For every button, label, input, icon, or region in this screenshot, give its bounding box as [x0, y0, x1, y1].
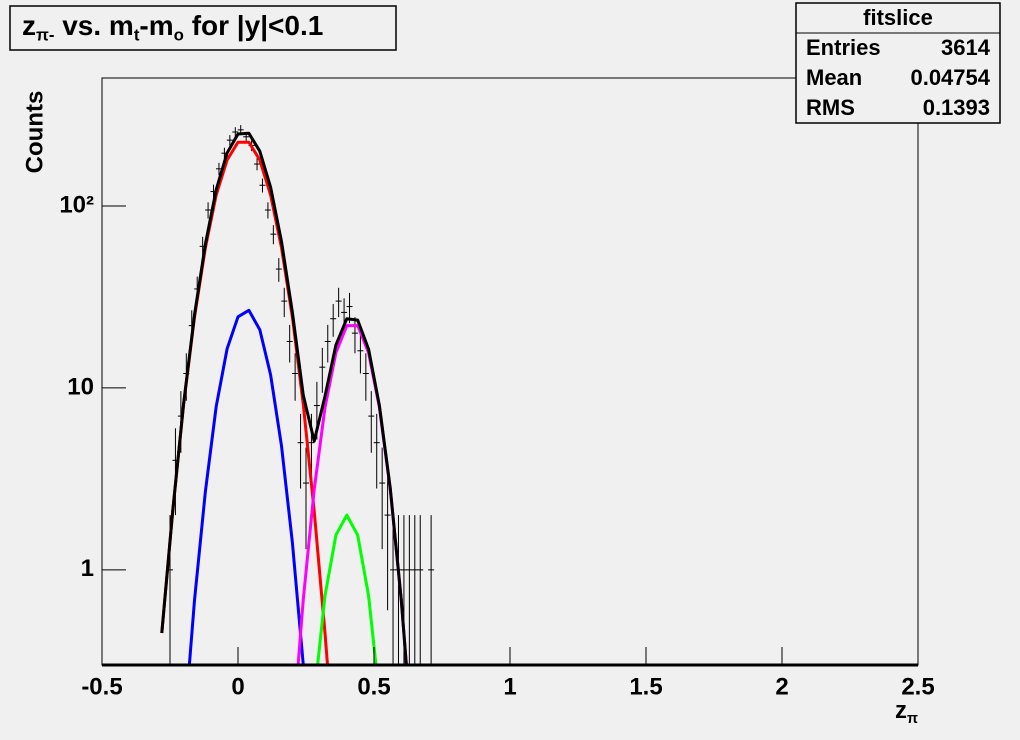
subscript: t — [134, 26, 140, 45]
text-part: z — [22, 10, 36, 41]
stats-value: 0.04754 — [910, 65, 990, 90]
x-tick-label: 2 — [775, 673, 788, 700]
stats-title: fitslice — [863, 5, 933, 30]
frame — [101, 77, 919, 666]
subscript: o — [174, 26, 184, 45]
x-tick-label: 1 — [503, 673, 516, 700]
text-part: vs. m — [54, 10, 133, 41]
stats-value: 3614 — [941, 35, 991, 60]
text-part: for |y|<0.1 — [184, 10, 323, 41]
stats-value: 0.1393 — [923, 95, 990, 120]
stats-label: Mean — [806, 65, 862, 90]
x-tick-label: 0 — [231, 673, 244, 700]
stats-label: Entries — [806, 35, 881, 60]
title-box — [9, 5, 397, 51]
subscript: π — [907, 711, 918, 727]
y-tick-label: 10² — [59, 191, 94, 218]
stats-label: RMS — [806, 95, 855, 120]
x-tick-label: 0.5 — [357, 673, 390, 700]
fit-curve — [160, 131, 408, 665]
y-axis-label: Counts — [21, 91, 48, 174]
text-part: z — [895, 697, 907, 724]
y-tick-label: 10 — [67, 373, 94, 400]
fit-curve — [316, 513, 378, 665]
y-tick-label: 1 — [81, 555, 94, 582]
x-tick-label: -0.5 — [81, 673, 122, 700]
x-tick-label: 2.5 — [901, 673, 934, 700]
text-part: -m — [139, 10, 173, 41]
stats-box — [795, 2, 1001, 124]
plot-area — [160, 125, 435, 665]
x-axis-label: zπ — [895, 697, 918, 727]
chart-title: zπ- vs. mt-mo for |y|<0.1 — [22, 10, 323, 44]
subscript: π- — [36, 26, 54, 45]
x-tick-label: 1.5 — [629, 673, 662, 700]
fit-curve — [187, 308, 305, 665]
